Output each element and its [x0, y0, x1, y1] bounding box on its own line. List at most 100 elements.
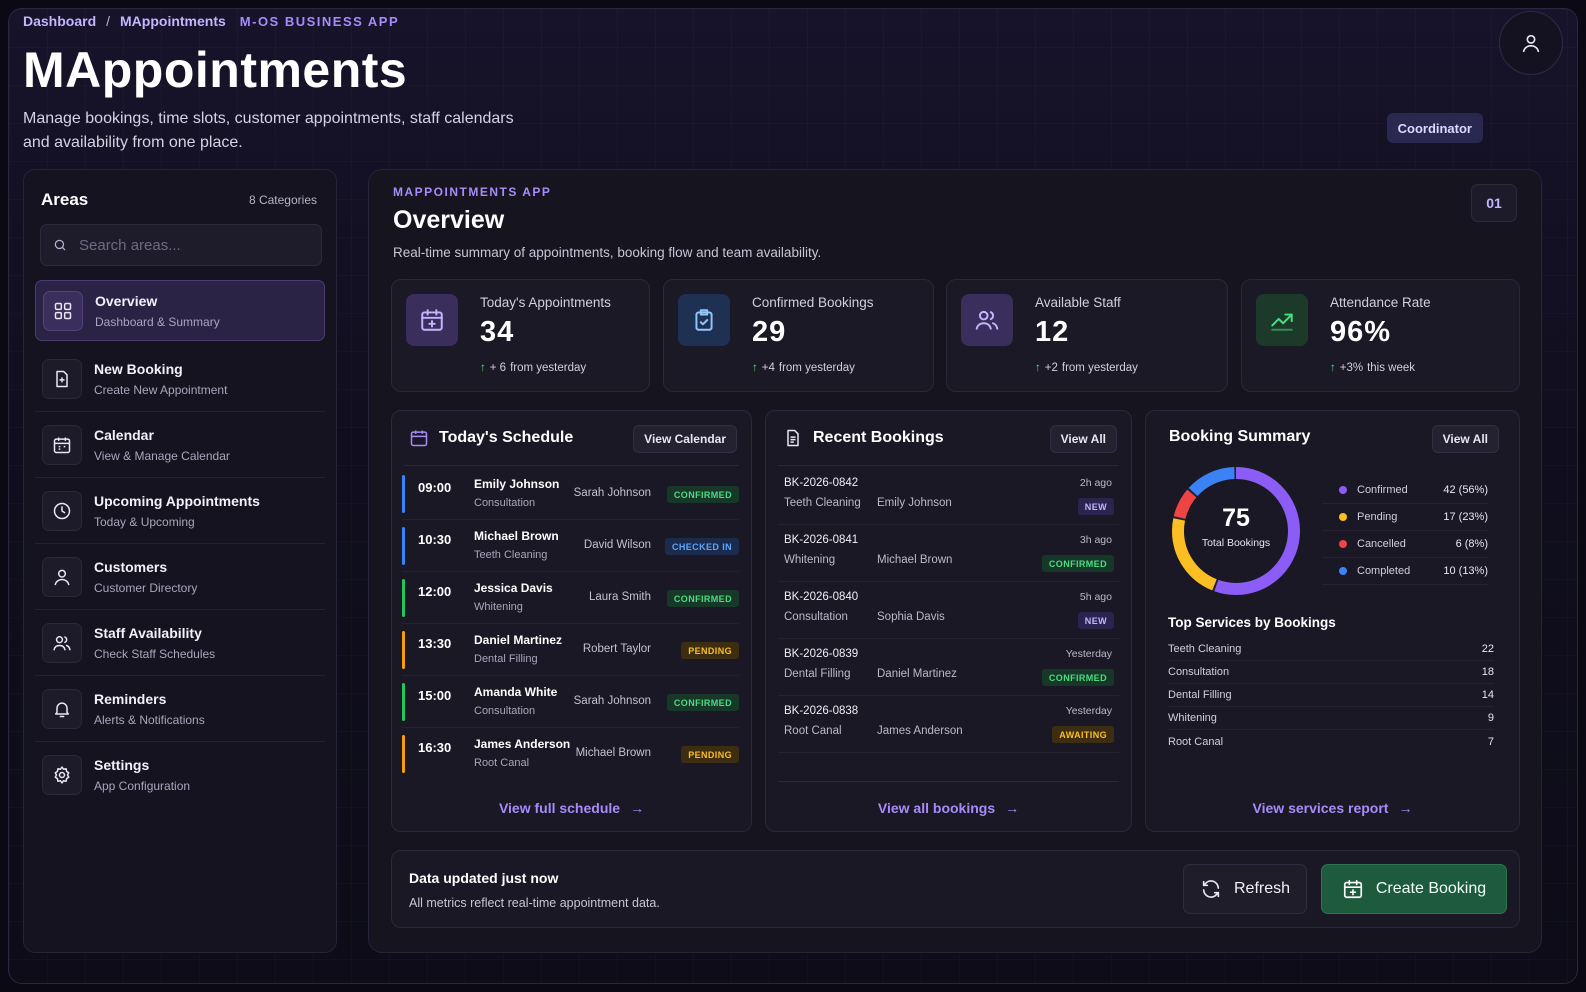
schedule-customer: Michael Brown [474, 529, 559, 543]
refresh-button[interactable]: Refresh [1183, 864, 1307, 914]
stat-delta-suffix: from yesterday [510, 362, 587, 374]
view-all-summary-button[interactable]: View All [1431, 425, 1499, 453]
schedule-row[interactable]: 13:30 Daniel Martinez Dental Filling Rob… [402, 624, 739, 676]
panel-title-text: Today's Schedule [439, 429, 574, 446]
stat-card-available-staff[interactable]: Available Staff 12 ↑ +2 from yesterday [946, 279, 1228, 392]
donut-total-label: Total Bookings [1201, 537, 1271, 549]
search-input[interactable] [79, 236, 299, 254]
schedule-customer: Daniel Martinez [474, 633, 563, 647]
stat-delta: ↑ +3% this week [1330, 362, 1415, 374]
breadcrumb-mappointments[interactable]: MAppointments [120, 13, 226, 29]
service-name: Dental Filling [1168, 689, 1232, 701]
sidebar-item-sub: View & Manage Calendar [94, 448, 230, 463]
panel-title-text: Booking Summary [1169, 428, 1311, 445]
view-all-bookings-button[interactable]: View All [1049, 425, 1117, 453]
panel-title: Recent Bookings [783, 428, 944, 448]
stat-value: 29 [752, 316, 787, 348]
page-description: Manage bookings, time slots, customer ap… [23, 110, 514, 151]
panel-title-text: Recent Bookings [813, 429, 944, 446]
legend-value: 6 (8%) [1455, 538, 1488, 550]
sidebar-item-calendar[interactable]: Calendar View & Manage Calendar [35, 412, 325, 478]
breadcrumb-dashboard[interactable]: Dashboard [23, 13, 97, 29]
calendar-icon [410, 430, 428, 447]
stat-delta-value: +4 [761, 362, 775, 374]
view-full-schedule-link[interactable]: View full schedule → [392, 800, 751, 816]
service-count: 9 [1487, 712, 1494, 724]
legend-dot [1339, 540, 1347, 548]
link-text: View services report [1252, 800, 1389, 816]
legend-value: 42 (56%) [1443, 484, 1488, 496]
top-services-heading: Top Services by Bookings [1168, 615, 1336, 630]
sidebar-item-staff-availability[interactable]: Staff Availability Check Staff Schedules [35, 610, 325, 676]
data-status-bar: Data updated just now All metrics reflec… [391, 850, 1520, 928]
app-window: Dashboard / MAppointments M-OS BUSINESS … [8, 8, 1578, 984]
schedule-service: Root Canal [474, 757, 530, 769]
booking-row[interactable]: BK-2026-0841 Whitening Michael Brown 3h … [778, 525, 1119, 582]
sidebar-item-label: Customers [94, 558, 168, 575]
link-text: View all bookings [877, 800, 996, 816]
schedule-row[interactable]: 16:30 James Anderson Root Canal Michael … [402, 728, 739, 780]
booking-customer: Daniel Martinez [877, 668, 957, 680]
view-services-report-link[interactable]: View services report → [1146, 800, 1519, 816]
section-description: Real-time summary of appointments, booki… [393, 245, 822, 260]
sidebar-item-settings[interactable]: Settings App Configuration [35, 742, 325, 808]
sidebar-item-new-booking[interactable]: New Booking Create New Appointment [35, 346, 325, 412]
sidebar-item-label: Calendar [94, 426, 154, 443]
sidebar-item-reminders[interactable]: Reminders Alerts & Notifications [35, 676, 325, 742]
stat-card-todays-appointments[interactable]: Today's Appointments 34 ↑ + 6 from yesterd… [391, 279, 650, 392]
booking-customer: Emily Johnson [877, 497, 952, 509]
schedule-row[interactable]: 15:00 Amanda White Consultation Sarah Jo… [402, 676, 739, 728]
legend-item-cancelled: Cancelled 6 (8%) [1322, 531, 1488, 558]
booking-id: BK-2026-0839 [784, 648, 859, 660]
users-icon [961, 294, 1013, 346]
link-text: View full schedule [498, 800, 621, 816]
schedule-row[interactable]: 10:30 Michael Brown Teeth Cleaning David… [402, 520, 739, 572]
service-row: Consultation 18 [1168, 661, 1494, 684]
booking-summary-panel: Booking Summary View All 75 Total Bookin… [1145, 410, 1520, 832]
status-badge: AWAITING [1052, 726, 1114, 743]
view-all-bookings-link[interactable]: View all bookings → [766, 800, 1131, 816]
sidebar-item-upcoming[interactable]: Upcoming Appointments Today & Upcoming [35, 478, 325, 544]
schedule-time: 16:30 [418, 740, 452, 755]
status-badge: CONFIRMED [1041, 669, 1114, 686]
sidebar-item-customers[interactable]: Customers Customer Directory [35, 544, 325, 610]
stat-delta-value: +2 [1044, 362, 1058, 374]
users-icon [42, 622, 82, 663]
user-avatar-button[interactable] [1499, 11, 1563, 75]
data-updated-title: Data updated just now [409, 870, 559, 886]
stat-card-attendance-rate[interactable]: Attendance Rate 96% ↑ +3% this week [1241, 279, 1520, 392]
schedule-row[interactable]: 09:00 Emily Johnson Consultation Sarah J… [402, 468, 739, 520]
schedule-customer: Amanda White [474, 685, 558, 699]
donut-slice-pending [1172, 467, 1300, 595]
status-badge: NEW [1077, 612, 1114, 629]
schedule-time: 12:00 [418, 584, 452, 599]
booking-service: Whitening [784, 554, 836, 566]
booking-row[interactable]: BK-2026-0838 Root Canal James Anderson Y… [778, 696, 1119, 753]
view-calendar-button[interactable]: View Calendar [633, 425, 737, 453]
schedule-time: 10:30 [418, 532, 452, 547]
schedule-service: Consultation [474, 705, 536, 717]
booking-row[interactable]: BK-2026-0840 Consultation Sophia Davis 5… [778, 582, 1119, 639]
service-name: Consultation [1168, 666, 1230, 678]
booking-row[interactable]: BK-2026-0842 Teeth Cleaning Emily Johnso… [778, 468, 1119, 525]
arrow-right-icon: → [1398, 800, 1413, 816]
status-badge: NEW [1077, 498, 1114, 515]
sidebar-item-overview[interactable]: Overview Dashboard & Summary [35, 280, 325, 341]
schedule-row[interactable]: 12:00 Jessica Davis Whitening Laura Smit… [402, 572, 739, 624]
main-panel: MAPPOINTMENTS APP Overview Real-time sum… [368, 169, 1542, 953]
service-count: 22 [1481, 643, 1494, 655]
page-title: MAppointments [23, 42, 408, 98]
page-number-badge: 01 [1471, 184, 1517, 222]
stat-card-confirmed-bookings[interactable]: Confirmed Bookings 29 ↑ +4 from yesterday [663, 279, 934, 392]
schedule-staff: Sarah Johnson [573, 695, 651, 707]
create-booking-button[interactable]: Create Booking [1321, 864, 1507, 914]
sidebar-item-label: Settings [94, 757, 150, 773]
booking-donut-chart: 75 Total Bookings [1166, 461, 1306, 601]
service-count: 18 [1481, 666, 1494, 678]
booking-service: Consultation [784, 611, 848, 623]
legend-label: Confirmed [1357, 484, 1408, 496]
service-row: Root Canal 7 [1168, 730, 1494, 753]
schedule-staff: Robert Taylor [582, 643, 651, 655]
booking-row[interactable]: BK-2026-0839 Dental Filling Daniel Marti… [778, 639, 1119, 696]
sidebar: Areas 8 Categories Overview Dashboard & S… [23, 169, 337, 953]
